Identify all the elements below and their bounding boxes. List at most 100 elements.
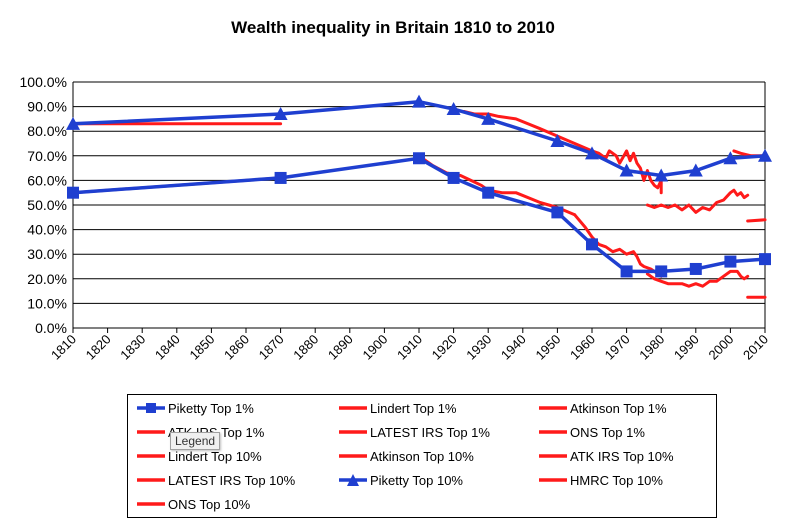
data-point xyxy=(689,262,702,275)
y-tick-label: 40.0% xyxy=(27,222,67,238)
x-tick-label: 1870 xyxy=(256,332,287,363)
x-tick-label: 1900 xyxy=(359,332,390,363)
marker-layer xyxy=(66,94,772,278)
data-point xyxy=(274,171,287,184)
y-tick-label: 90.0% xyxy=(27,99,67,115)
legend-swatch-marker xyxy=(347,474,359,486)
data-point xyxy=(66,116,80,130)
legend-swatch xyxy=(339,454,367,458)
data-point xyxy=(273,106,288,120)
data-point xyxy=(481,111,496,125)
data-point xyxy=(619,163,634,177)
x-tick-label: 1950 xyxy=(532,332,563,363)
y-tick-label: 50.0% xyxy=(27,197,67,213)
x-tick-label: 1990 xyxy=(671,332,702,363)
y-tick-label: 0.0% xyxy=(35,320,67,336)
legend-item[interactable]: ONS Top 1% xyxy=(538,423,645,441)
legend-item[interactable]: LATEST IRS Top 10% xyxy=(136,471,295,489)
y-tick-label: 100.0% xyxy=(20,74,67,90)
legend-swatch xyxy=(339,406,367,410)
x-tick-label: 1930 xyxy=(463,332,494,363)
legend-swatch xyxy=(539,406,567,410)
legend-item[interactable]: HMRC Top 10% xyxy=(538,471,663,489)
legend-label: ATK IRS Top 10% xyxy=(570,448,674,464)
y-tick-label: 10.0% xyxy=(27,295,67,311)
series-line-atkinson-top-10 xyxy=(462,110,594,153)
x-tick-label: 1940 xyxy=(498,332,529,363)
data-point xyxy=(586,238,598,251)
data-point xyxy=(620,265,633,278)
legend-label: Piketty Top 1% xyxy=(168,400,254,416)
x-tick-label: 1880 xyxy=(290,332,321,363)
legend-swatch xyxy=(539,454,567,458)
x-tick-label: 1810 xyxy=(48,332,79,363)
x-tick-label: 1960 xyxy=(567,332,598,363)
x-axis-ticks: 1810 1820 1830 1840 1850 1860 1870 1880 1890 1900… xyxy=(48,328,771,363)
legend-item[interactable]: ONS Top 10% xyxy=(136,495,250,513)
data-point xyxy=(655,265,668,278)
data-point xyxy=(758,148,772,162)
legend-swatch xyxy=(539,430,567,434)
x-tick-label: 1830 xyxy=(117,332,148,363)
x-tick-label: 1920 xyxy=(429,332,460,363)
data-point xyxy=(551,206,564,219)
legend-item[interactable]: ATK IRS Top 10% xyxy=(538,447,674,465)
series-line-atkinson-top-1 xyxy=(421,156,577,217)
x-tick-label: 1890 xyxy=(325,332,356,363)
y-tick-label: 60.0% xyxy=(27,172,67,188)
x-tick-label: 1850 xyxy=(186,332,217,363)
data-point xyxy=(759,253,771,266)
data-point xyxy=(446,102,461,116)
chart-title: Wealth inequality in Britain 1810 to 201… xyxy=(231,18,555,37)
x-tick-label: 1910 xyxy=(394,332,425,363)
y-tick-label: 70.0% xyxy=(27,148,67,164)
y-tick-label: 30.0% xyxy=(27,246,67,262)
series-line-latest-irs-top-1 xyxy=(645,269,750,288)
legend-swatch xyxy=(339,430,367,434)
legend-swatch-marker xyxy=(146,403,156,413)
legend-item[interactable]: LATEST IRS Top 1% xyxy=(338,423,490,441)
series-line-atk-irs-top-10 xyxy=(590,149,663,195)
x-tick-label: 1820 xyxy=(83,332,114,363)
y-tick-label: 20.0% xyxy=(27,271,67,287)
legend-label: HMRC Top 10% xyxy=(570,472,663,488)
legend-swatch xyxy=(539,478,567,482)
legend-swatch xyxy=(137,454,165,458)
data-point xyxy=(654,168,669,182)
legend-label: ONS Top 1% xyxy=(570,424,645,440)
legend-swatch xyxy=(137,403,165,413)
data-point xyxy=(688,163,703,177)
y-axis-ticks: 0.0% 10.0% 20.0% 30.0% 40.0% 50.0% 60.0% 70.0% 8… xyxy=(20,74,67,336)
x-tick-label: 1860 xyxy=(221,332,252,363)
data-point xyxy=(67,186,79,199)
legend-item[interactable]: Atkinson Top 1% xyxy=(538,399,667,417)
x-tick-label: 2000 xyxy=(705,332,736,363)
y-tick-label: 80.0% xyxy=(27,123,67,139)
legend-label: LATEST IRS Top 1% xyxy=(370,424,490,440)
legend-item[interactable]: Piketty Top 1% xyxy=(136,399,254,417)
legend-swatch xyxy=(137,430,165,434)
x-tick-label: 1840 xyxy=(152,332,183,363)
legend-label: Atkinson Top 10% xyxy=(370,448,474,464)
data-point xyxy=(550,134,565,148)
legend-swatch xyxy=(137,502,165,506)
data-point xyxy=(723,151,738,165)
legend-item[interactable]: Lindert Top 1% xyxy=(338,399,457,417)
legend-tooltip: Legend xyxy=(170,432,221,450)
series-line-piketty-top-10 xyxy=(71,99,767,178)
series-line-latest-irs-top-10 xyxy=(645,188,750,214)
data-point xyxy=(585,146,599,160)
legend-item[interactable]: Piketty Top 10% xyxy=(338,471,463,489)
legend-item[interactable]: Atkinson Top 10% xyxy=(338,447,474,465)
x-tick-label: 2010 xyxy=(740,332,771,363)
legend-label: LATEST IRS Top 10% xyxy=(168,472,296,488)
legend-label: Atkinson Top 1% xyxy=(570,400,667,416)
data-point xyxy=(447,171,460,184)
legend-item[interactable]: Lindert Top 10% xyxy=(136,447,262,465)
legend-label: Lindert Top 1% xyxy=(370,400,457,416)
x-tick-label: 1970 xyxy=(602,332,633,363)
legend[interactable]: Piketty Top 1% Lindert Top 1% Atkinson Top… xyxy=(127,394,717,518)
data-point xyxy=(724,255,737,268)
legend-label: Lindert Top 10% xyxy=(168,448,262,464)
